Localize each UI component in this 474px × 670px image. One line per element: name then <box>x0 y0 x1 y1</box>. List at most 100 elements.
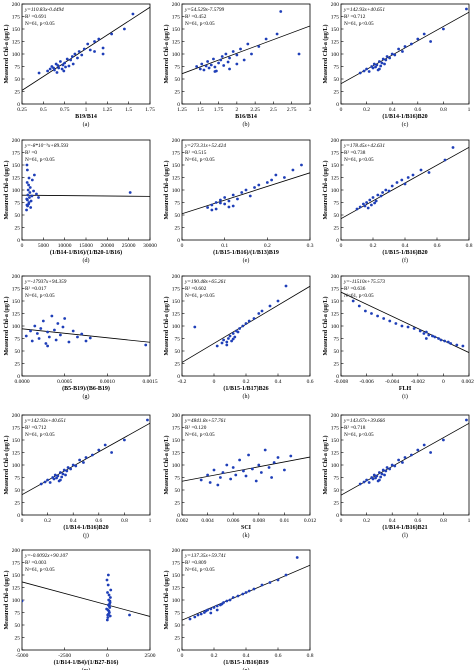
x-tick-label: 2.25 <box>250 107 260 113</box>
x-tick-label: 0.2 <box>44 518 51 524</box>
y-tick-label: 200 <box>172 548 181 554</box>
data-point <box>276 299 280 303</box>
chart-panel: 0 25 50 75 100 125 150 175 200 -5000 -2500 0 2500 (1/… <box>3 548 156 670</box>
y-tick-label: 0 <box>177 374 180 380</box>
regression-line <box>182 172 310 215</box>
panel-letter: (c) <box>402 121 409 128</box>
regression-line <box>182 456 310 482</box>
y-tick-label: 50 <box>175 623 181 629</box>
regression-line <box>22 194 150 197</box>
y-tick-label: 100 <box>12 324 21 330</box>
regression-line <box>22 422 150 496</box>
data-point <box>257 45 261 48</box>
data-point <box>55 71 59 74</box>
data-point <box>88 48 92 52</box>
data-point <box>47 335 51 339</box>
data-point <box>289 454 293 458</box>
panel-letter: (k) <box>243 532 250 539</box>
data-point <box>80 53 84 57</box>
data-point <box>106 583 110 587</box>
data-point <box>69 467 73 471</box>
data-point <box>215 608 219 612</box>
x-tick-label: -0.002 <box>411 379 425 385</box>
data-point <box>56 474 60 478</box>
data-point <box>251 467 254 471</box>
data-point <box>371 196 375 199</box>
data-point <box>84 339 88 343</box>
y-axis-label: Measured Chl-a (μg/L) <box>322 297 329 356</box>
data-point <box>385 466 389 469</box>
y-tick-label: 175 <box>331 287 340 293</box>
data-point <box>416 37 420 41</box>
r-squared-label: R² =0.602 <box>185 286 207 292</box>
data-point <box>374 476 377 480</box>
y-tick-label: 200 <box>331 2 340 8</box>
y-axis-label: Measured Chl-a (μg/L) <box>322 436 329 495</box>
chart-panel: 0 25 50 75 100 125 150 175 200 0 5000 10000 15000 200… <box>3 138 157 264</box>
sample-size-label: N=61, p<0.05 <box>185 293 215 299</box>
data-point <box>433 335 437 339</box>
panel-letter: (n) <box>243 667 250 670</box>
data-point <box>123 27 126 31</box>
x-tick-label: 1.25 <box>177 107 187 113</box>
sample-size-label: N=61, p<0.05 <box>25 157 55 163</box>
chart-panel: 0 25 50 75 100 125 150 175 200 0 0.2 0.4 0.6 0.8 1 (1/B… <box>3 413 152 539</box>
data-point <box>381 57 385 61</box>
panel-letter: (d) <box>83 257 90 264</box>
data-point <box>276 456 280 459</box>
data-point <box>374 65 377 69</box>
data-point <box>37 196 40 199</box>
y-tick-label: 100 <box>331 463 340 469</box>
data-point <box>372 62 376 66</box>
y-tick-label: 150 <box>331 27 340 33</box>
data-point <box>231 50 235 53</box>
x-tick-label: 0.8 <box>307 653 314 659</box>
y-tick-label: 75 <box>334 476 340 482</box>
x-tick-label: 0.2 <box>264 243 271 249</box>
y-tick-label: 125 <box>12 40 21 46</box>
y-tick-label: 50 <box>15 349 21 355</box>
data-point <box>28 196 31 199</box>
sample-size-label: N=61, p<0.05 <box>344 157 374 163</box>
data-point <box>429 451 432 454</box>
y-tick-label: 0 <box>17 648 20 654</box>
regression-equation: y=-0.0092x+90.107 <box>24 553 68 559</box>
x-tick-label: 0.2 <box>243 379 250 385</box>
chart-panel: 0 25 50 75 100 125 150 175 200 1.25 1.5 1.75 2 2.25 2.… <box>163 2 312 128</box>
r-squared-label: R² =0.712 <box>344 14 366 20</box>
data-point <box>358 482 362 486</box>
data-point <box>46 330 49 334</box>
r-squared-label: R² =0.636 <box>344 286 366 292</box>
data-point <box>210 208 214 212</box>
data-point <box>465 418 468 422</box>
data-point <box>63 61 67 65</box>
data-point <box>374 199 378 203</box>
x-tick-label: 0.4 <box>402 243 409 249</box>
r-squared-label: R² =0.452 <box>185 14 207 20</box>
y-tick-label: 75 <box>175 476 181 482</box>
y-tick-label: 125 <box>172 586 181 592</box>
data-point <box>283 176 286 179</box>
data-point <box>358 205 362 209</box>
data-point <box>108 614 112 618</box>
r-squared-label: R² =0 <box>25 150 37 156</box>
y-tick-label: 175 <box>172 561 181 567</box>
y-tick-label: 125 <box>172 40 181 46</box>
y-tick-label: 50 <box>334 77 340 83</box>
x-tick-label: 0.3 <box>307 243 314 249</box>
y-tick-label: 75 <box>334 201 340 207</box>
x-tick-label: 0 <box>106 653 109 659</box>
y-axis-label: Measured Chl-a (μg/L) <box>3 25 10 84</box>
data-point <box>231 332 235 335</box>
y-tick-label: 125 <box>331 40 340 46</box>
data-point <box>268 581 272 584</box>
data-point <box>272 461 276 464</box>
data-point <box>206 473 210 477</box>
data-point <box>215 604 219 608</box>
x-tick-label: 30000 <box>143 243 157 249</box>
x-tick-label: 0.6 <box>95 518 102 524</box>
x-tick-label: 0.002 <box>176 518 189 524</box>
data-point <box>220 341 224 345</box>
y-axis-label: Measured Chl-a (μg/L) <box>3 297 10 356</box>
data-point <box>234 473 238 477</box>
